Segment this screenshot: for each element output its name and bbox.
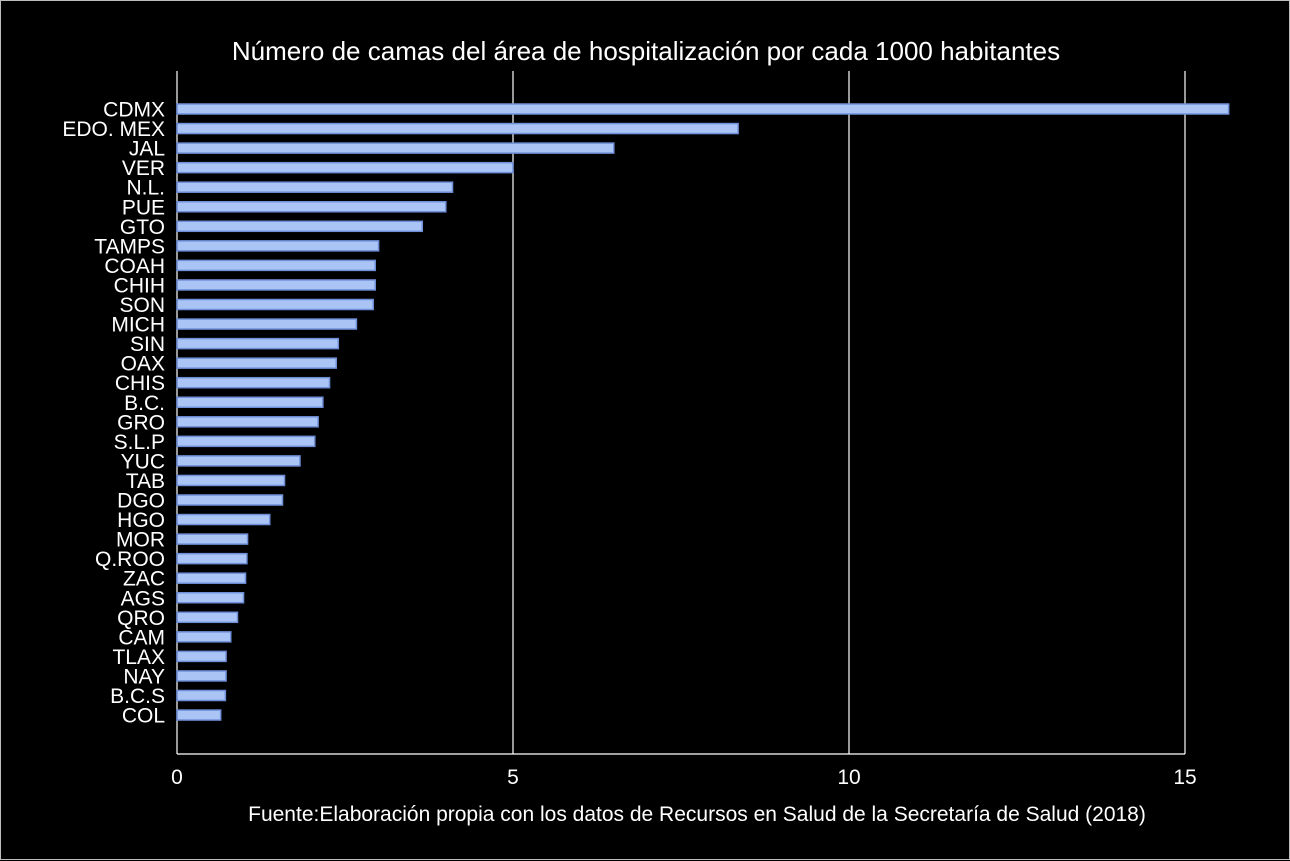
category-label-hgo: HGO <box>117 509 165 532</box>
x-tick-label-0: 0 <box>171 766 183 789</box>
category-label-coah: COAH <box>104 255 165 278</box>
bar-coah <box>176 259 376 272</box>
x-tick-labels: 0 5 10 15 <box>171 766 1197 789</box>
category-label-oax: OAX <box>121 353 165 376</box>
bar-pue <box>176 201 447 213</box>
category-label-col: COL <box>122 705 165 728</box>
category-label-sin: SIN <box>130 333 165 356</box>
category-label-cdmx: CDMX <box>103 99 165 122</box>
bar-s-l-p <box>176 435 316 448</box>
category-label-pue: PUE <box>122 196 165 219</box>
bar-tlax <box>176 650 227 663</box>
category-label-ver: VER <box>122 157 165 180</box>
chart-title: Número de camas del área de hospitalizac… <box>232 36 1060 66</box>
bar-gro <box>176 416 319 428</box>
category-label-chih: CHIH <box>114 274 165 297</box>
bar-oax <box>176 357 338 369</box>
bar-b-c-s <box>176 689 227 702</box>
bar-dgo <box>176 494 284 506</box>
bar-tamps <box>176 240 380 252</box>
category-label-n-l: N.L. <box>126 177 165 200</box>
category-label-yuc: YUC <box>121 450 165 473</box>
category-label-b-c-s: B.C.S <box>110 685 165 708</box>
bar-ags <box>176 592 245 604</box>
category-label-cam: CAM <box>118 626 165 649</box>
bar-col <box>176 709 222 721</box>
chart-caption: Fuente:Elaboración propia con los datos … <box>248 803 1146 826</box>
gridlines <box>176 71 1186 754</box>
bar-nay <box>176 670 227 682</box>
x-tick-label-10: 10 <box>837 766 860 789</box>
bar-yuc <box>176 455 301 467</box>
category-label-nay: NAY <box>123 665 165 688</box>
category-label-tlax: TLAX <box>112 646 165 669</box>
category-label-gto: GTO <box>120 216 165 239</box>
bar-ver <box>176 161 514 174</box>
category-label-chis: CHIS <box>115 372 165 395</box>
category-label-son: SON <box>119 294 165 317</box>
category-label-edo-mex: EDO. MEX <box>62 118 165 141</box>
bar-chih <box>176 279 376 291</box>
category-label-jal: JAL <box>129 138 165 161</box>
bar-mich <box>176 318 358 330</box>
bars <box>176 103 1230 721</box>
bar-mor <box>176 533 249 545</box>
category-label-qro: QRO <box>117 607 165 630</box>
bar-n-l <box>176 181 454 193</box>
category-label-tab: TAB <box>126 470 165 493</box>
category-label-gro: GRO <box>117 411 165 434</box>
category-label-tamps: TAMPS <box>94 235 165 258</box>
bar-cdmx <box>176 103 1230 115</box>
category-label-ags: AGS <box>121 587 165 610</box>
x-tick-label-5: 5 <box>507 766 519 789</box>
bar-jal <box>176 142 615 154</box>
bar-son <box>176 298 374 311</box>
category-label-mich: MICH <box>111 314 165 337</box>
bar-zac <box>176 572 247 584</box>
category-label-dgo: DGO <box>117 490 165 513</box>
bar-tab <box>176 474 286 487</box>
bar-qro <box>176 611 239 624</box>
bar-b-c <box>176 396 324 408</box>
category-label-zac: ZAC <box>123 568 165 591</box>
bar-sin <box>176 337 340 350</box>
bar-chis <box>176 376 331 389</box>
bar-cam <box>176 631 232 643</box>
category-label-s-l-p: S.L.P <box>114 431 165 454</box>
bar-hgo <box>176 513 271 526</box>
x-tick-label-15: 15 <box>1173 766 1196 789</box>
category-label-q-roo: Q.ROO <box>95 548 165 571</box>
bar-gto <box>176 220 424 233</box>
bar-edo-mex <box>176 122 739 135</box>
category-label-b-c: B.C. <box>124 392 165 415</box>
category-label-mor: MOR <box>116 529 165 552</box>
bar-q-roo <box>176 552 248 565</box>
